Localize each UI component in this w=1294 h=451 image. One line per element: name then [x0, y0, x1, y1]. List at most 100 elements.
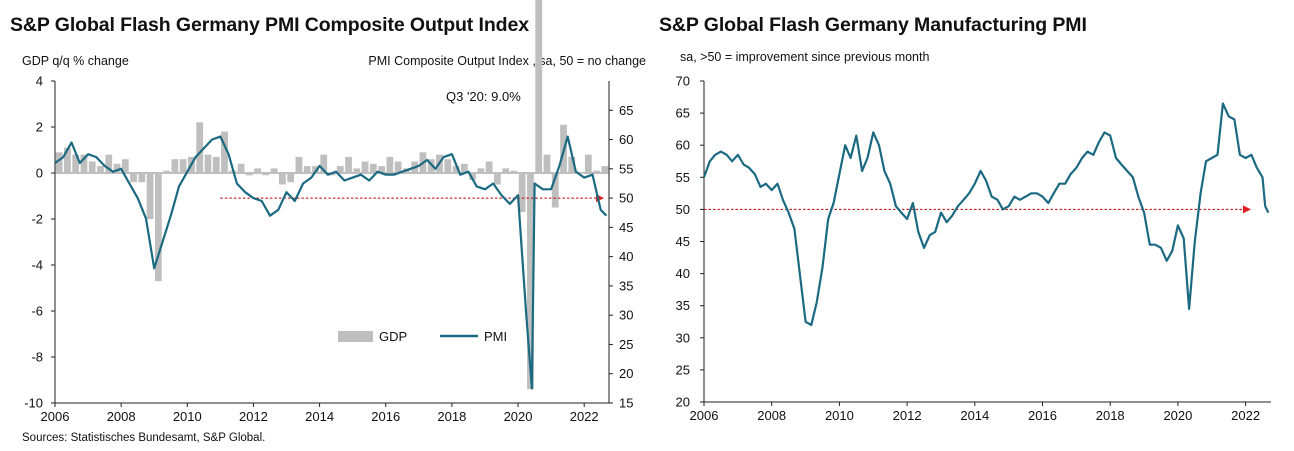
- gdp-bar: [245, 173, 253, 176]
- right-y-tick-label: 45: [619, 220, 633, 235]
- gdp-bar: [278, 173, 286, 185]
- gdp-bar: [502, 168, 510, 173]
- left-axis-label: GDP q/q % change: [22, 54, 129, 68]
- mfg-y-tick-label: 65: [676, 106, 690, 121]
- x-tick-label: 2020: [504, 409, 533, 424]
- legend-pmi-label: PMI: [484, 329, 507, 344]
- mfg-x-tick-label: 2012: [893, 408, 922, 423]
- gdp-bar: [320, 154, 328, 173]
- left-y-tick-label: 0: [36, 166, 43, 181]
- gdp-bar: [336, 166, 344, 173]
- gdp-bar: [295, 156, 303, 173]
- x-tick-label: 2006: [41, 409, 70, 424]
- gdp-bar: [270, 168, 278, 173]
- x-tick-label: 2018: [437, 409, 466, 424]
- x-tick-label: 2014: [305, 409, 334, 424]
- annotation-text: Q3 '20: 9.0%: [446, 89, 521, 104]
- right-y-tick-label: 40: [619, 249, 633, 264]
- right-y-tick-label: 50: [619, 191, 633, 206]
- gdp-bar: [444, 159, 452, 173]
- gdp-bar: [121, 159, 129, 173]
- left-y-tick-label: -4: [31, 258, 43, 273]
- gdp-bar: [72, 154, 80, 173]
- mfg-y-tick-label: 50: [676, 202, 690, 217]
- gdp-bar: [212, 156, 220, 173]
- gdp-bar: [493, 173, 501, 185]
- gdp-bar: [254, 168, 261, 173]
- gdp-bar: [303, 166, 311, 173]
- right-y-tick-label: 35: [619, 278, 633, 293]
- right-y-tick-label: 65: [619, 103, 633, 118]
- gdp-bar: [601, 166, 609, 173]
- gdp-bar: [64, 147, 71, 173]
- left-y-tick-label: 2: [36, 120, 43, 135]
- gdp-bar: [237, 163, 245, 173]
- gdp-bar: [262, 173, 270, 176]
- gdp-bar: [568, 156, 576, 173]
- mfg-x-tick-label: 2008: [757, 408, 786, 423]
- gdp-bar: [88, 161, 96, 173]
- mfg-y-tick-label: 20: [676, 395, 690, 410]
- legend-box: [330, 309, 520, 384]
- gdp-bar: [593, 170, 600, 173]
- mfg-x-tick-label: 2020: [1163, 408, 1192, 423]
- gdp-bar: [179, 159, 187, 173]
- gdp-bar: [154, 173, 162, 282]
- gdp-bar: [378, 166, 386, 173]
- right-y-tick-label: 55: [619, 161, 633, 176]
- gdp-bar: [527, 173, 534, 390]
- mfg-y-tick-label: 35: [676, 298, 690, 313]
- gdp-bar: [204, 154, 212, 173]
- gdp-bar: [146, 173, 154, 219]
- x-tick-label: 2008: [107, 409, 136, 424]
- mfg-x-tick-label: 2016: [1028, 408, 1057, 423]
- gdp-bar: [551, 173, 559, 208]
- gdp-bar: [361, 161, 369, 173]
- left-y-tick-label: -8: [31, 350, 43, 365]
- right-axis-label: PMI Composite Output Index , sa, 50 = no…: [368, 54, 646, 68]
- legend-gdp-label: GDP: [379, 329, 407, 344]
- right-y-tick-label: 20: [619, 366, 633, 381]
- manufacturing-pmi-line: [702, 102, 1270, 327]
- mfg-y-tick-label: 55: [676, 170, 690, 185]
- gdp-bar: [55, 152, 63, 173]
- gdp-bar: [312, 166, 319, 173]
- gdp-bar: [477, 168, 485, 173]
- gdp-bar: [576, 173, 584, 174]
- pmi-composite-line: [54, 135, 608, 390]
- left-y-tick-label: -2: [31, 212, 43, 227]
- gdp-bar: [171, 159, 179, 173]
- legend-gdp-swatch: [338, 331, 373, 342]
- gdp-bar: [543, 154, 551, 173]
- gdp-bar: [80, 154, 88, 173]
- x-tick-label: 2016: [371, 409, 400, 424]
- right-chart-title: S&P Global Flash Germany Manufacturing P…: [659, 14, 1087, 36]
- x-tick-label: 2012: [239, 409, 268, 424]
- gdp-bar: [469, 173, 476, 180]
- right-y-tick-label: 25: [619, 337, 633, 352]
- gdp-bar: [221, 131, 228, 173]
- mfg-y-tick-label: 25: [676, 362, 690, 377]
- gdp-bar: [518, 173, 526, 213]
- gdp-bar: [105, 154, 113, 173]
- gdp-bar: [97, 166, 104, 173]
- annotation-box: [444, 86, 534, 106]
- mfg-y-tick-label: 60: [676, 138, 690, 153]
- manufacturing-axis-label: sa, >50 = improvement since previous mon…: [680, 50, 930, 64]
- mfg-x-tick-label: 2014: [960, 408, 989, 423]
- mfg-reference-arrow: [1243, 205, 1251, 214]
- right-y-tick-label: 60: [619, 132, 633, 147]
- gdp-bar: [535, 0, 543, 173]
- gdp-bar: [510, 170, 518, 173]
- gdp-bar: [196, 122, 204, 173]
- mfg-x-tick-label: 2006: [690, 408, 719, 423]
- mfg-x-tick-label: 2010: [825, 408, 854, 423]
- left-y-tick-label: 4: [36, 74, 43, 89]
- x-tick-label: 2022: [570, 409, 599, 424]
- x-tick-label: 2010: [173, 409, 202, 424]
- gdp-bar: [353, 168, 361, 173]
- gdp-bar: [138, 173, 146, 183]
- gdp-bar: [163, 170, 171, 173]
- mfg-x-tick-label: 2018: [1096, 408, 1125, 423]
